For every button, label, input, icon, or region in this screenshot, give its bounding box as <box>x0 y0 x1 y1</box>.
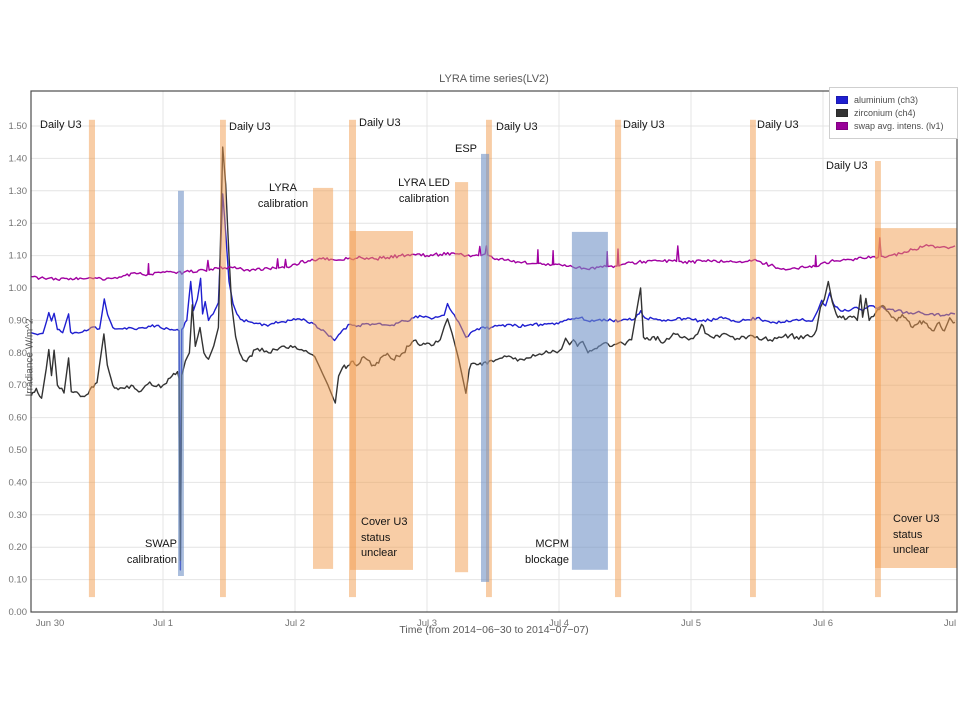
band-lyra-calibration <box>313 187 334 569</box>
legend-item-label: aluminium (ch3) <box>854 94 919 105</box>
legend-item: swap avg. intens. (lv1) <box>836 119 951 132</box>
grid <box>31 91 957 612</box>
y-tick-label: 0.70 <box>9 380 28 391</box>
x-tick-label: Jul 1 <box>153 618 173 629</box>
x-tick-label: Jun 30 <box>36 618 65 629</box>
x-tick-label: Jul 4 <box>549 618 569 629</box>
band-cover-u3-unclear-2 <box>875 228 957 568</box>
series-line-aluminium-ch3 <box>31 193 956 571</box>
y-tick-label: 0.20 <box>9 542 28 553</box>
x-tick-label: Jul 2 <box>285 618 305 629</box>
y-tick-label: 0.90 <box>9 315 28 326</box>
y-tick-label: 0.30 <box>9 510 28 521</box>
x-tick-label: Jul 6 <box>813 618 833 629</box>
y-tick-label: 0.80 <box>9 348 28 359</box>
chart-title: LYRA time series(LV2) <box>439 73 549 85</box>
y-tick-label: 1.10 <box>9 251 28 262</box>
legend-item-label: zirconium (ch4) <box>854 107 916 118</box>
y-tick-label: 0.40 <box>9 477 28 488</box>
y-tick-label: 0.60 <box>9 413 28 424</box>
y-tick-label: 0.00 <box>9 607 28 618</box>
legend-item-label: swap avg. intens. (lv1) <box>854 120 944 131</box>
y-tick-label: 1.50 <box>9 121 28 132</box>
legend-item: zirconium (ch4) <box>836 106 951 119</box>
band-daily-u3-6 <box>750 119 756 598</box>
band-lyra-led-calibration <box>455 182 469 573</box>
x-axis-label: Time (from 2014−06−30 to 2014−07−07) <box>399 624 589 636</box>
x-tick-label: Jul 3 <box>417 618 437 629</box>
y-tick-label: 1.40 <box>9 153 28 164</box>
legend-swatch-icon <box>836 108 848 117</box>
y-tick-label: 1.30 <box>9 186 28 197</box>
y-tick-label: 0.10 <box>9 575 28 586</box>
y-tick-label: 0.50 <box>9 445 28 456</box>
y-tick-label: 1.00 <box>9 283 28 294</box>
legend-swatch-icon <box>836 121 848 130</box>
plot-border <box>30 90 958 613</box>
band-daily-u3-2 <box>220 119 226 598</box>
series-line-swap-lv1 <box>31 237 956 281</box>
series-line-zirconium-ch4 <box>31 146 956 561</box>
legend-swatch-icon <box>836 95 848 104</box>
x-tick-label: Jul <box>944 618 956 629</box>
y-tick-label: 1.20 <box>9 218 28 229</box>
band-esp <box>481 153 490 582</box>
legend-item: aluminium (ch3) <box>836 93 951 106</box>
band-swap-calibration <box>178 190 184 577</box>
band-cover-u3-unclear-1 <box>350 231 413 570</box>
x-tick-label: Jul 5 <box>681 618 701 629</box>
legend: aluminium (ch3) zirconium (ch4) swap avg. … <box>829 87 958 139</box>
band-mcpm-blockage <box>571 231 608 570</box>
band-daily-u3-5 <box>615 119 622 598</box>
band-daily-u3-1 <box>88 119 95 598</box>
